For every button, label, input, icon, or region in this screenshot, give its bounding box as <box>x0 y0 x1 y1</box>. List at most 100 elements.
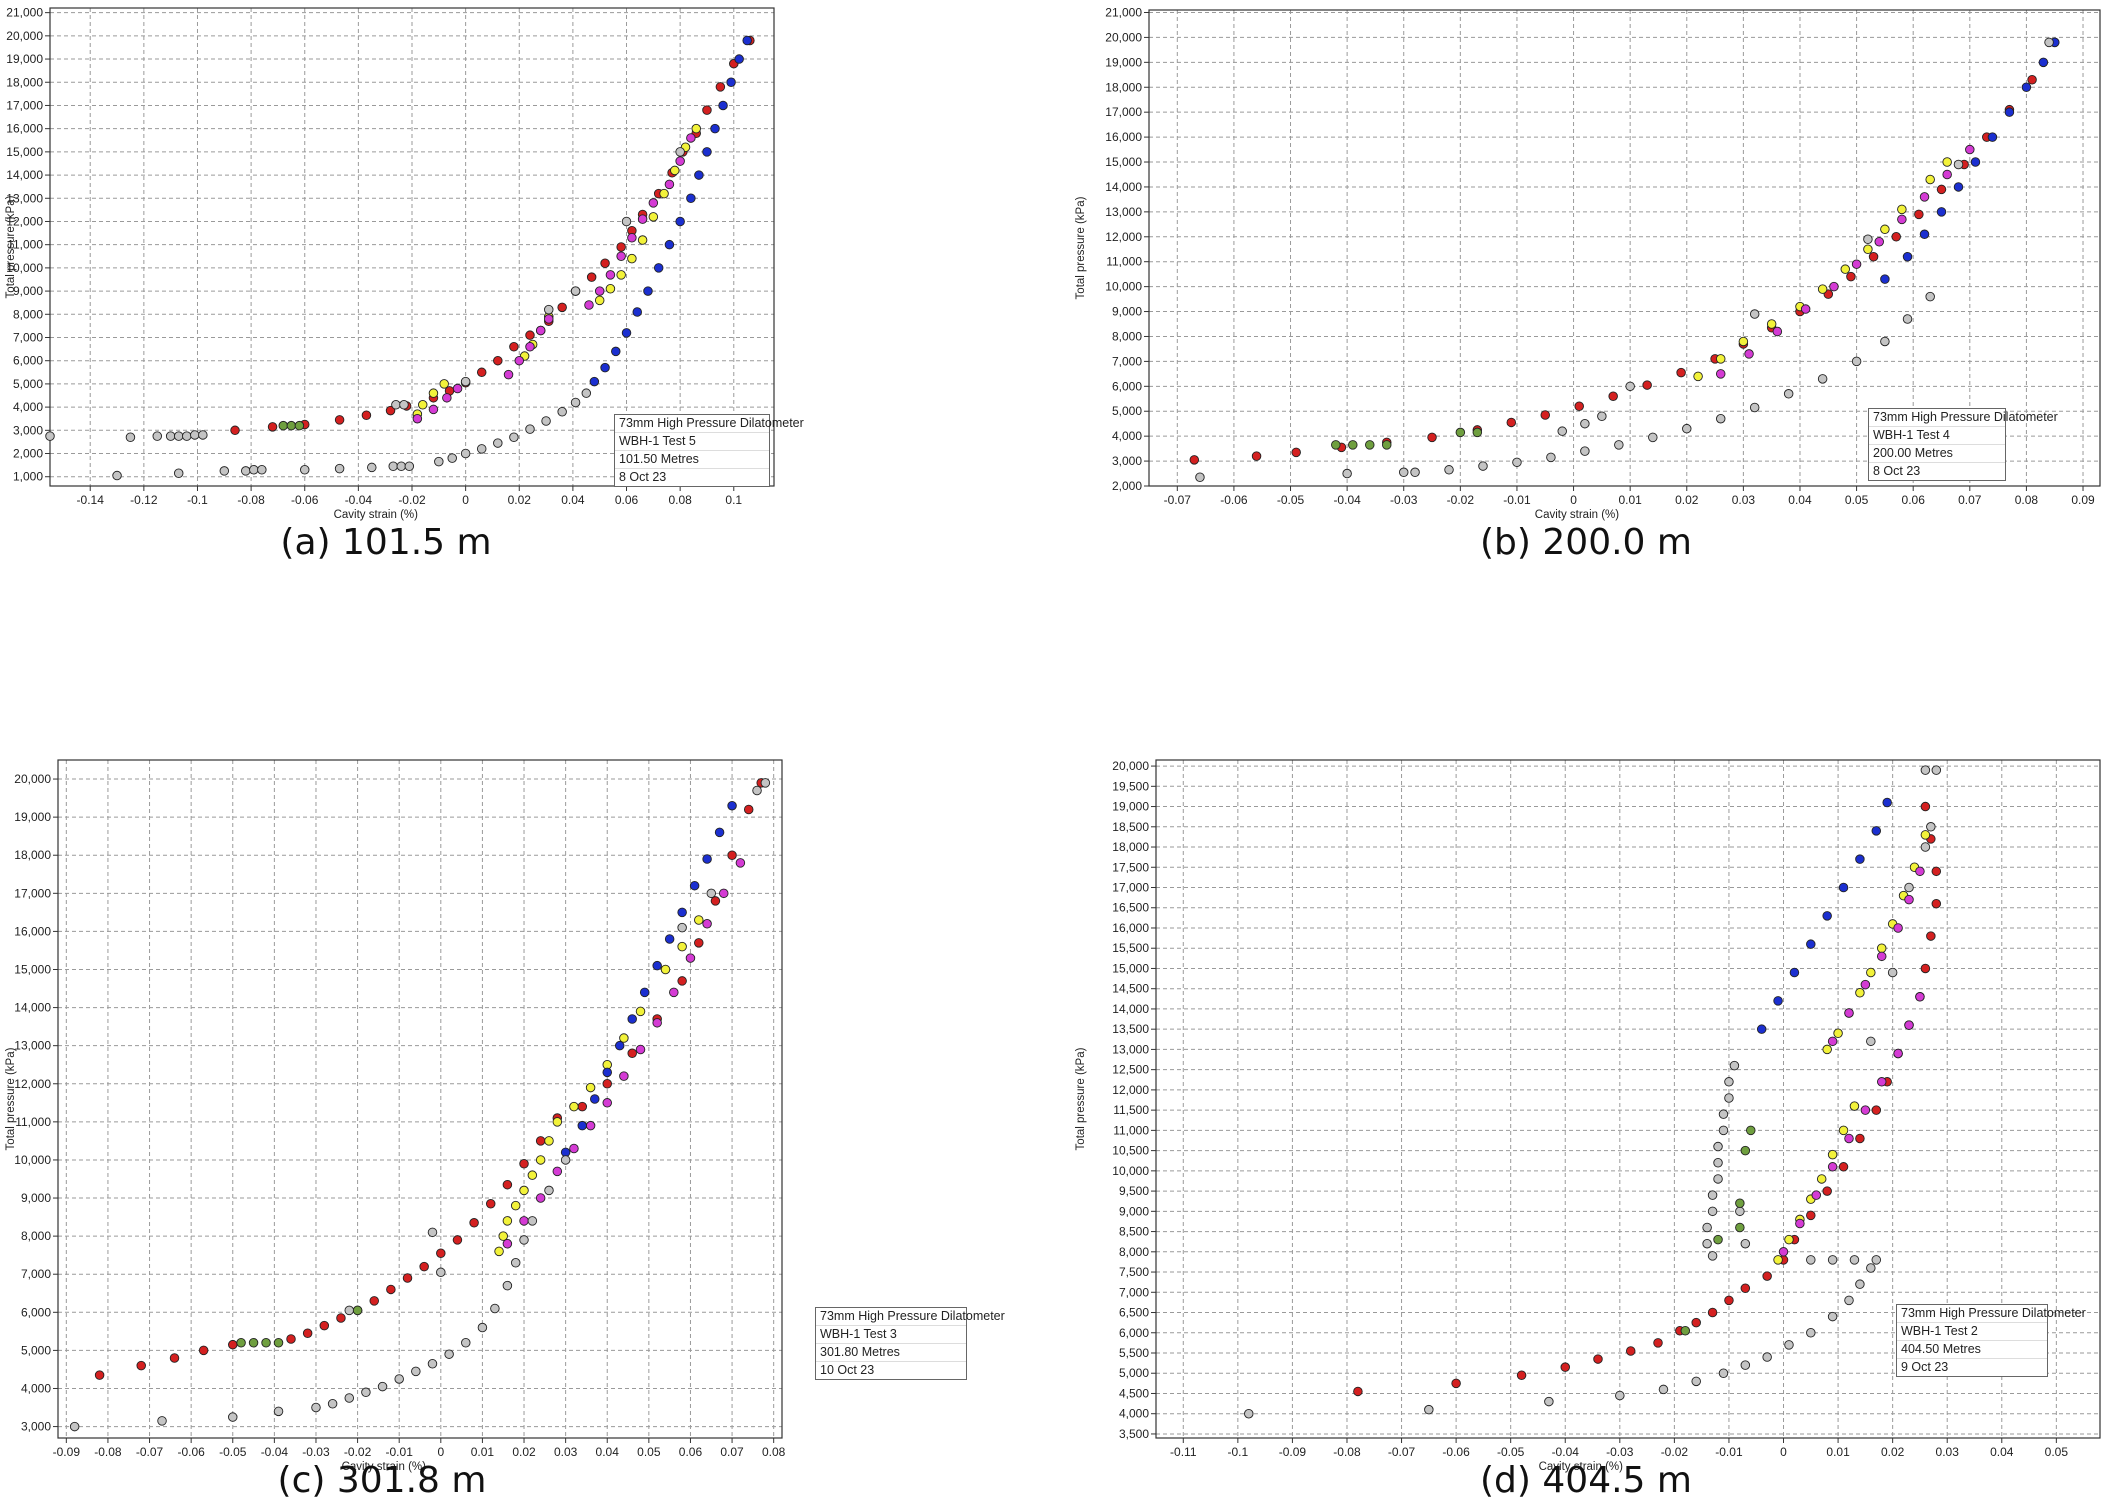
data-point-loading-d <box>1740 1283 1751 1293</box>
data-point-final-c <box>602 1067 612 1078</box>
data-point-reloading-a <box>686 133 696 143</box>
chart-panel-d: -0.11 -0.1 -0.09 -0.08 -0.07 -0.06 -0.05 -0.04 -… <box>1070 752 2107 1473</box>
data-point-unloading-a <box>670 165 680 176</box>
data-point-reloading-d <box>1811 1190 1822 1200</box>
data-point-loading-b <box>2027 75 2037 85</box>
data-point-final-d <box>1871 826 1882 836</box>
legend-a-line-1: 73mm High Pressure Dilatometer <box>615 415 804 433</box>
data-point-final-b <box>1953 182 1964 192</box>
data-point-grey-d <box>1920 842 1931 852</box>
caption-c: (c) 301.8 m <box>277 1460 487 1501</box>
data-point-loading-c <box>319 1320 330 1331</box>
data-point-final-d <box>1756 1024 1767 1034</box>
data-point-reloading-a <box>442 393 452 403</box>
data-point-grey-c <box>502 1280 513 1291</box>
y-tick-label-c: 5,000 <box>21 1343 51 1357</box>
plot-area-b <box>1149 10 2100 486</box>
data-point-grey-a <box>399 400 409 410</box>
data-point-grey-c <box>752 785 762 796</box>
x-tick-label-b: -0.03 <box>1390 493 1418 507</box>
plot-area-c <box>58 760 782 1438</box>
data-point-unloading-d <box>1784 1234 1794 1245</box>
y-tick-label-c: 11,000 <box>15 1115 51 1129</box>
x-tick-label-d: -0.11 <box>1170 1445 1197 1459</box>
data-point-unloading-a <box>428 388 439 398</box>
data-point-loading-a <box>702 105 712 115</box>
y-tick-label-d: 4,000 <box>1119 1407 1149 1421</box>
data-point-grey-a <box>299 465 310 475</box>
y-tick-label-d: 18,000 <box>1112 840 1149 854</box>
data-point-final-b <box>1970 157 1981 167</box>
data-point-loading-a <box>334 415 345 425</box>
y-tick-label-d: 7,000 <box>1119 1285 1149 1299</box>
data-point-loading-d <box>1724 1295 1734 1306</box>
data-point-reloading-a <box>412 413 423 424</box>
data-point-grey-a <box>447 453 457 463</box>
data-point-unloading-c <box>527 1170 538 1180</box>
data-point-loading-b <box>1846 271 1856 282</box>
x-tick-label-d: -0.01 <box>1715 1445 1743 1459</box>
data-point-grey-d <box>1729 1060 1740 1071</box>
y-tick-label-a: 19,000 <box>6 52 43 66</box>
data-point-grey-a <box>460 376 471 387</box>
y-tick-label-b: 11,000 <box>1106 255 1142 269</box>
data-point-loading-a <box>267 422 278 432</box>
data-point-green-b <box>1455 427 1466 438</box>
x-tick-label-a: -0.06 <box>291 493 319 507</box>
data-point-grey-b <box>1817 374 1828 384</box>
data-point-grey-a <box>544 304 554 315</box>
data-point-reloading-b <box>1919 192 1930 202</box>
data-point-grey-d <box>1827 1255 1838 1265</box>
data-point-loading-c <box>198 1345 209 1356</box>
y-tick-label-c: 3,000 <box>21 1420 51 1434</box>
x-tick-label-c: -0.07 <box>136 1445 164 1459</box>
data-point-loading-b <box>1868 251 1879 262</box>
data-point-grey-d <box>1718 1125 1729 1136</box>
data-point-grey-d <box>1615 1390 1625 1401</box>
data-point-green-d <box>1746 1125 1756 1136</box>
y-tick-label-d: 13,000 <box>1112 1042 1149 1056</box>
y-tick-label-c: 18,000 <box>14 848 51 862</box>
data-point-grey-a <box>570 397 581 408</box>
data-point-final-b <box>1880 274 1890 284</box>
data-point-reloading-c <box>702 919 712 929</box>
y-tick-label-c: 13,000 <box>14 1039 51 1053</box>
chart-c-svg: -0.09 -0.08 -0.07 -0.06 -0.05 -0.04 -0.03 -0.02… <box>5 759 786 1473</box>
data-point-grey-c <box>427 1358 438 1369</box>
data-point-unloading-c <box>635 1006 646 1017</box>
data-point-loading-d <box>1920 801 1931 812</box>
data-point-final-c <box>652 960 662 971</box>
data-point-final-a <box>675 216 685 227</box>
data-point-green-c <box>236 1338 246 1348</box>
y-tick-label-d: 10,000 <box>1112 1164 1149 1178</box>
data-point-grey-a <box>367 462 377 473</box>
y-tick-label-b: 5,000 <box>1112 404 1142 418</box>
data-point-unloading-a <box>439 379 449 389</box>
data-point-reloading-b <box>1772 326 1783 337</box>
data-point-loading-d <box>1516 1370 1527 1381</box>
data-point-unloading-b <box>1840 264 1851 274</box>
data-point-reloading-a <box>594 286 605 296</box>
y-tick-label-a: 2,000 <box>13 447 43 461</box>
y-tick-label-a: 5,000 <box>13 377 43 391</box>
data-point-final-d <box>1806 939 1816 949</box>
y-tick-label-d: 9,500 <box>1119 1184 1149 1198</box>
data-point-reloading-c <box>619 1071 629 1081</box>
data-point-reloading-d <box>1876 951 1887 962</box>
x-tick-label-d: -0.02 <box>1661 1445 1689 1459</box>
plot-frame-d <box>1155 759 2101 1439</box>
data-point-grey-a <box>525 424 535 434</box>
y-tick-label-d: 5,000 <box>1119 1366 1149 1380</box>
data-point-reloading-d <box>1915 992 1925 1002</box>
data-point-green-a <box>294 420 305 431</box>
y-tick-label-b: 20,000 <box>1105 30 1142 44</box>
data-point-grey-c <box>461 1338 471 1348</box>
data-point-grey-d <box>1718 1109 1729 1119</box>
y-tick-label-a: 12,000 <box>6 214 43 228</box>
data-point-grey-a <box>182 431 192 441</box>
x-tick-label-d: 0.04 <box>1990 1445 2014 1459</box>
y-tick-label-b: 18,000 <box>1105 80 1142 94</box>
y-tick-label-b: 3,000 <box>1112 454 1142 468</box>
data-point-grey-b <box>1444 465 1454 475</box>
data-point-grey-b <box>1749 309 1760 319</box>
